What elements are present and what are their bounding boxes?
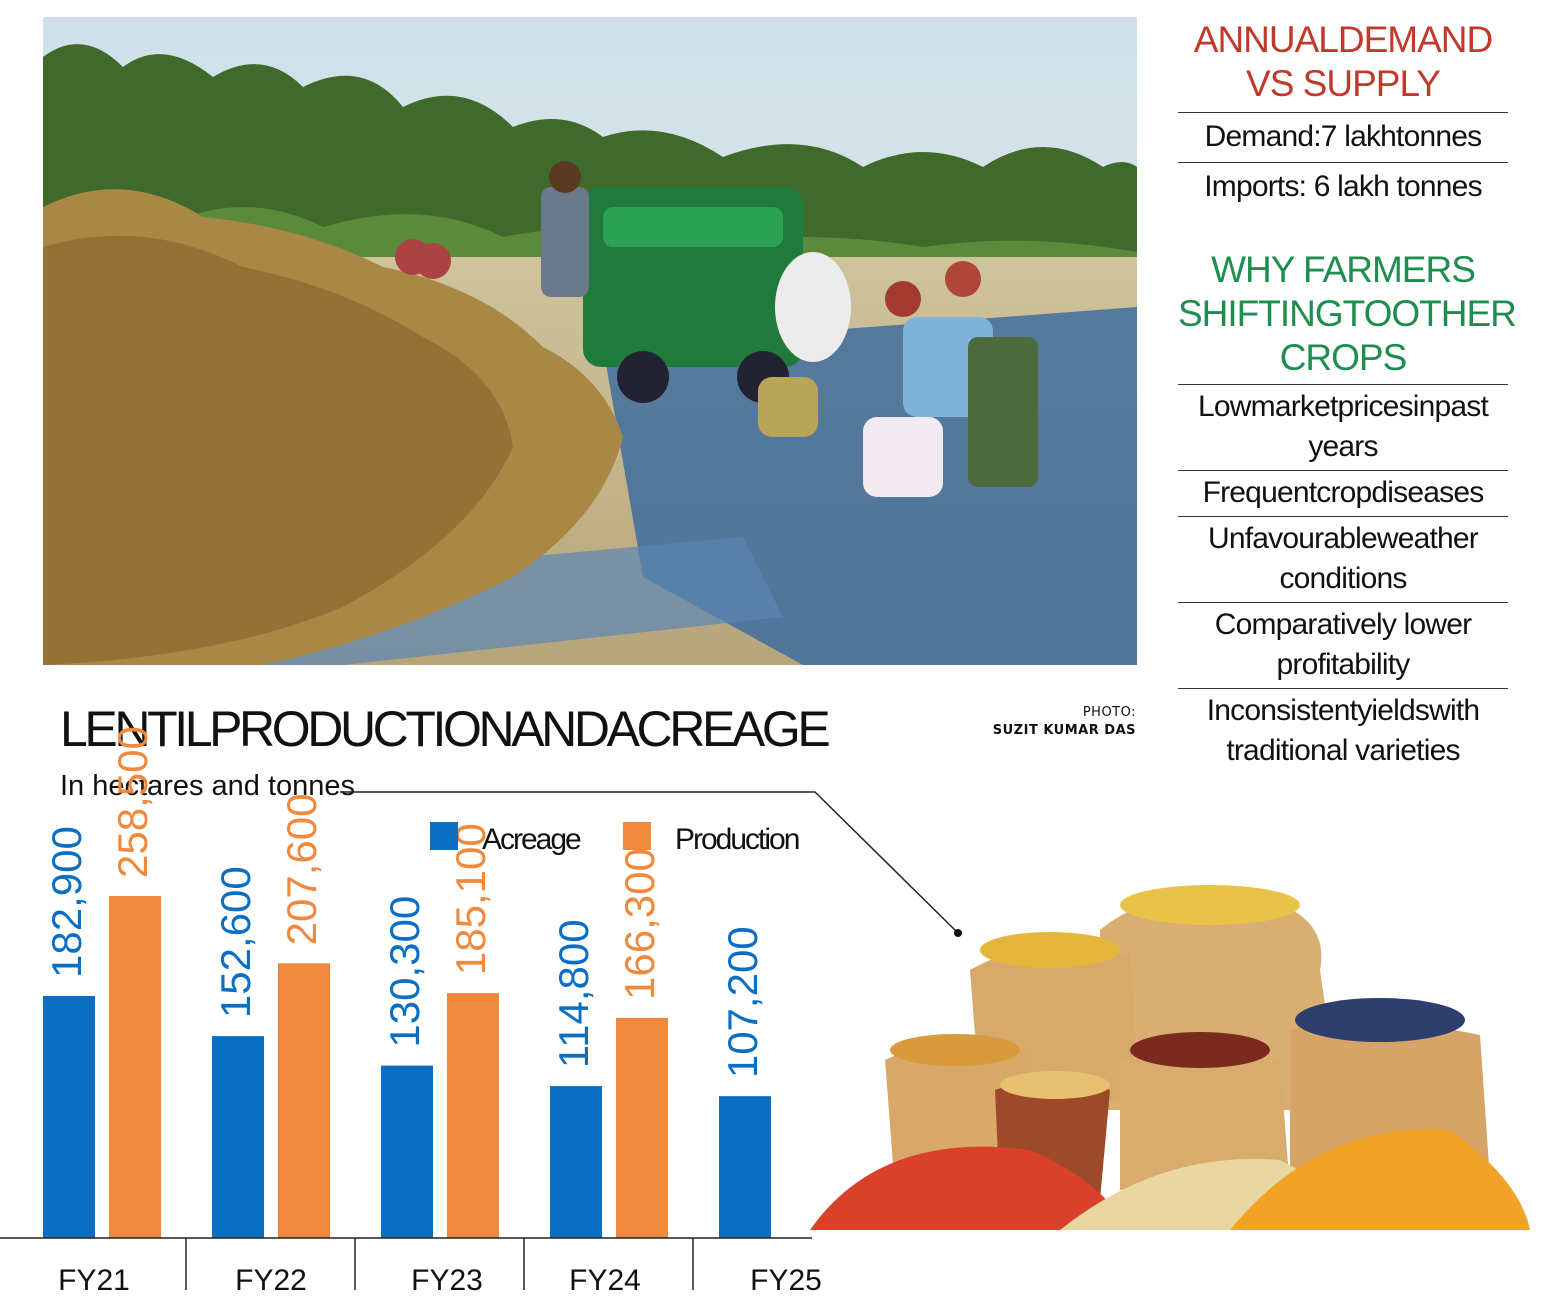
heading-line: WHY FARMERS [1211,249,1476,290]
reason-line: Inconsistentyieldswith [1206,694,1480,727]
legend-label-production: Production [675,823,799,856]
reason-line: Unfavourableweather [1208,522,1479,555]
heading-line: ANNUALDEMAND [1193,19,1493,60]
why-farmers-heading: WHY FARMERS SHIFTINGTOOTHER CROPS [1178,248,1517,380]
value-label-acreage-fy22: 152,600 [212,866,259,1018]
value-label-production-fy24: 166,300 [616,848,663,1000]
value-label-acreage-fy23: 130,300 [381,896,428,1048]
bar-production-fy21 [109,895,161,1238]
reason-line: conditions [1279,562,1407,595]
imports-stat: Imports: 6 lakh tonnes [1204,170,1482,203]
x-tick-label-fy21: FY21 [58,1264,130,1297]
bar-acreage-fy24 [550,1086,602,1238]
photographer-name: SUZIT KUMAR DAS [992,723,1136,738]
reason-item: Unfavourableweather conditions [1178,517,1508,603]
reason-line: profitability [1276,648,1411,681]
value-label-production-fy23: 185,100 [447,823,494,975]
reason-item: Frequentcropdiseases [1178,471,1508,517]
legend-swatch-production [623,822,651,850]
harvest-photo [43,17,1137,665]
bar-acreage-fy25 [719,1096,771,1238]
bar-production-fy23 [447,993,499,1238]
reason-line: Frequentcropdiseases [1202,476,1485,509]
reason-line: traditional varieties [1226,734,1460,767]
chart-subtitle: In hectares and tonnes [60,770,356,802]
value-label-acreage-fy24: 114,800 [550,919,597,1068]
reason-line: Comparatively lower [1214,608,1472,641]
reason-item: Inconsistentyieldswith traditional varie… [1178,689,1508,774]
photo-credit-label: PHOTO: [1082,705,1136,720]
heading-line: VS SUPPLY [1246,63,1441,104]
value-label-acreage-fy25: 107,200 [719,926,766,1078]
photo-credit: PHOTO: SUZIT KUMAR DAS [900,704,1136,740]
legend-label-acreage: Acreage [482,823,581,856]
bar-acreage-fy21 [43,996,95,1238]
reason-item: Comparatively lower profitability [1178,603,1508,689]
reason-line: Lowmarketpricesinpast [1198,390,1489,423]
demand-stat: Demand:7 lakhtonnes [1178,112,1508,163]
heading-line: SHIFTINGTOOTHER [1178,293,1517,334]
demand-supply-heading: ANNUALDEMAND VS SUPPLY [1178,18,1508,106]
heading-line: CROPS [1279,337,1408,378]
reason-line: years [1308,430,1378,463]
value-label-production-fy22: 207,600 [278,793,325,945]
bar-acreage-fy23 [381,1065,433,1238]
reason-item: Lowmarketpricesinpast years [1178,384,1508,471]
x-tick-label-fy22: FY22 [235,1264,307,1297]
x-tick-label-fy25: FY25 [750,1264,822,1297]
lentil-sacks-illustration [810,885,1530,1230]
info-panel: ANNUALDEMAND VS SUPPLY Demand:7 lakhtonn… [1178,18,1517,774]
bar-production-fy22 [278,963,330,1238]
value-label-acreage-fy21: 182,900 [43,826,90,978]
bar-acreage-fy22 [212,1036,264,1238]
x-tick-label-fy24: FY24 [569,1264,641,1297]
x-tick-label-fy23: FY23 [411,1264,483,1297]
bar-production-fy24 [616,1017,668,1238]
chart-title: LENTILPRODUCTIONANDACREAGE [60,701,831,757]
legend-swatch-acreage [430,822,458,850]
